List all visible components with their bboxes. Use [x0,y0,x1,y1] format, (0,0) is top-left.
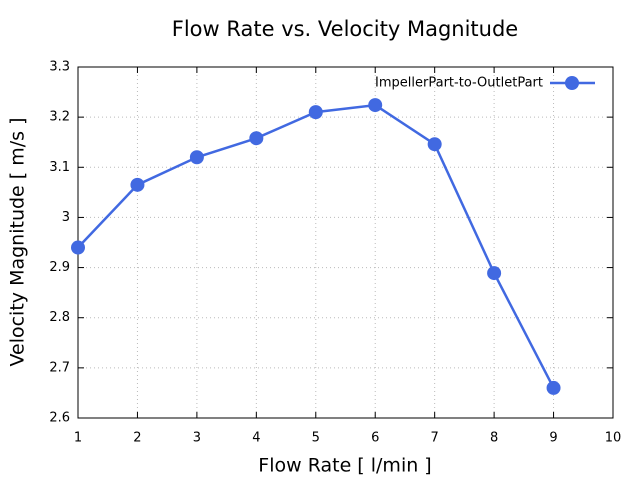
x-tick-label: 8 [490,431,498,446]
y-tick-label: 2.9 [49,260,70,275]
x-tick-label: 5 [312,431,320,446]
marker [189,150,204,165]
marker [308,105,323,120]
x-tick-label: 2 [133,431,141,446]
legend-label: ImpellerPart-to-OutletPart [375,76,543,91]
x-tick-label: 3 [193,431,201,446]
y-tick-label: 3.3 [49,60,70,75]
marker [249,131,264,146]
x-tick-label: 7 [431,431,439,446]
y-tick-label: 3 [62,210,70,225]
x-axis-label: Flow Rate [ l/min ] [258,455,431,477]
y-axis-label: Velocity Magnitude [ m/s ] [7,118,29,367]
x-tick-label: 9 [549,431,557,446]
x-tick-label: 4 [252,431,260,446]
x-tick-label: 10 [605,431,622,446]
marker [546,380,561,395]
y-tick-label: 2.8 [49,310,70,325]
x-tick-label: 6 [371,431,379,446]
marker [427,137,442,152]
y-tick-label: 3.2 [49,110,70,125]
marker [130,177,145,192]
x-tick-label: 1 [74,431,82,446]
y-tick-label: 3.1 [49,160,70,175]
marker [487,266,502,281]
marker [71,240,85,255]
chart-title: Flow Rate vs. Velocity Magnitude [172,17,518,41]
y-tick-label: 2.6 [49,411,70,426]
legend-marker [565,76,579,90]
marker [368,98,383,113]
y-tick-label: 2.7 [49,360,70,375]
